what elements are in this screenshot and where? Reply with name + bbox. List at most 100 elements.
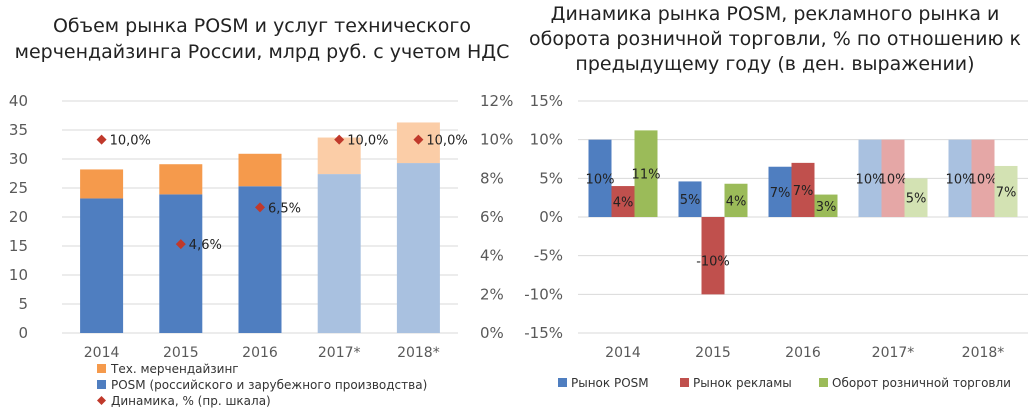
data-label: 10% xyxy=(586,172,615,187)
data-label: -10% xyxy=(696,255,730,270)
y-tick-label: 5 xyxy=(18,295,28,313)
y2-tick-label: 4% xyxy=(480,247,504,265)
legend-swatch-retail xyxy=(819,378,828,387)
left-legend: Тех. мерчендайзинг POSM (российского и з… xyxy=(97,362,427,408)
dynamics-marker xyxy=(175,239,186,250)
legend-label-posm: POSM (российского и зарубежного производ… xyxy=(111,378,427,392)
data-label: 5% xyxy=(680,193,701,208)
y-tick-label: 35 xyxy=(9,121,28,139)
bar-retail xyxy=(904,178,928,217)
right-chart: Динамика рынка POSM, рекламного рынка и … xyxy=(524,3,1028,390)
legend-label-dynamics: Динамика, % (пр. шкала) xyxy=(111,394,271,408)
y-tick-label: 30 xyxy=(9,150,28,168)
dynamics-marker xyxy=(96,134,107,145)
y-tick-label: 0% xyxy=(539,208,563,226)
bar-ads-market xyxy=(881,139,905,217)
y-tick-label: 25 xyxy=(9,179,28,197)
bar-retail xyxy=(724,183,748,217)
y-tick-label: -5% xyxy=(534,247,563,265)
data-label: 10% xyxy=(969,172,998,187)
y2-tick-label: 10% xyxy=(480,131,513,149)
bar-posm-market xyxy=(768,166,792,217)
bar-ads-market xyxy=(971,139,995,217)
left-chart-title-line-1: Объем рынка POSM и услуг технического xyxy=(53,15,471,37)
bar-posm xyxy=(396,163,440,333)
x-category-label: 2016 xyxy=(785,345,821,361)
right-legend: Рынок POSM Рынок рекламы Оборот рознично… xyxy=(558,376,1011,390)
right-bars: 10%4%11%5%-10%4%7% 7%3%10%10%5%10%10%7% xyxy=(586,130,1018,295)
x-category-label: 2016 xyxy=(242,345,278,361)
y2-tick-label: 2% xyxy=(480,285,504,303)
data-label: 4% xyxy=(613,196,634,211)
x-category-label: 2015 xyxy=(163,345,199,361)
dynamics-label: 10,0% xyxy=(347,134,388,149)
right-chart-title-line-3: предыдущему году (в ден. выражении) xyxy=(575,53,974,75)
y2-tick-label: 6% xyxy=(480,208,504,226)
y-tick-label: -15% xyxy=(524,324,563,342)
data-label: 3% xyxy=(816,200,837,215)
y-tick-label: 0 xyxy=(18,324,28,342)
bar-posm-market xyxy=(858,139,882,217)
bar-retail xyxy=(814,194,838,217)
data-label: 7% xyxy=(996,185,1017,200)
y-tick-label: 10 xyxy=(9,266,28,284)
right-y-axis: -15% -10% -5% 0% 5% 10% 15% xyxy=(524,92,563,342)
data-label: 10% xyxy=(879,172,908,187)
left-chart: Объем рынка POSM и услуг технического ме… xyxy=(9,15,513,408)
legend-swatch-posm-market xyxy=(558,378,567,387)
data-label: 5% xyxy=(906,192,927,207)
y-tick-label: 20 xyxy=(9,208,28,226)
x-category-label: 2014 xyxy=(605,345,641,361)
left-dynamics-markers: 10,0% 4,6% 6,5% 10,0% 10,0% xyxy=(96,134,468,253)
x-category-label: 2017* xyxy=(318,345,361,361)
right-chart-title-line-2: оборота розничной торговли, % по отношен… xyxy=(529,28,1021,50)
dynamics-marker xyxy=(255,202,265,213)
x-category-label: 2017* xyxy=(872,345,915,361)
data-label: 10% xyxy=(946,172,975,187)
legend-label-merch: Тех. мерчендайзинг xyxy=(110,362,239,376)
data-label: 7% xyxy=(793,184,814,199)
x-category-label: 2018* xyxy=(397,345,440,361)
data-label: 7% xyxy=(770,186,791,201)
bar-posm xyxy=(80,198,124,333)
legend-swatch-dynamics xyxy=(97,396,106,405)
y2-tick-label: 12% xyxy=(480,92,513,110)
bar-posm xyxy=(159,194,203,333)
data-label: 10% xyxy=(856,172,885,187)
y2-tick-label: 0% xyxy=(480,324,504,342)
bar-retail xyxy=(634,130,658,217)
bar-posm-market xyxy=(948,139,972,217)
legend-swatch-ads-market xyxy=(680,378,689,387)
x-category-label: 2018* xyxy=(962,345,1005,361)
y-tick-label: 5% xyxy=(539,169,563,187)
y-tick-label: 10% xyxy=(530,131,563,149)
legend-label-retail: Оборот розничной торговли xyxy=(832,376,1011,390)
bar-ads-market xyxy=(791,162,815,217)
bar-merch xyxy=(159,164,203,195)
data-label: 4% xyxy=(726,194,747,209)
left-x-axis: 2014 2015 2016 2017* 2018* xyxy=(84,345,440,361)
legend-label-ads-market: Рынок рекламы xyxy=(693,376,792,390)
dynamics-label: 4,6% xyxy=(189,238,222,253)
bar-merch xyxy=(238,153,282,187)
left-chart-title-line-2: мерчендайзинга России, млрд руб. с учето… xyxy=(15,41,510,63)
y-tick-label: 40 xyxy=(9,92,28,110)
y-tick-label: -10% xyxy=(524,285,563,303)
y-tick-label: 15 xyxy=(9,237,28,255)
dynamics-marker xyxy=(334,134,345,145)
dynamics-label: 10,0% xyxy=(426,134,467,149)
left-y2-axis: 0% 2% 4% 6% 8% 10% 12% xyxy=(480,92,513,342)
left-y-axis: 0 5 10 15 20 25 30 35 40 xyxy=(9,92,28,342)
bar-posm-market xyxy=(588,139,612,217)
y2-tick-label: 8% xyxy=(480,169,504,187)
left-bars xyxy=(80,122,440,333)
x-category-label: 2015 xyxy=(695,345,731,361)
y-tick-label: 15% xyxy=(530,92,563,110)
bar-retail xyxy=(994,165,1018,217)
legend-label-posm-market: Рынок POSM xyxy=(571,376,649,390)
dynamics-label: 6,5% xyxy=(268,201,301,216)
bar-posm-market xyxy=(678,181,702,217)
data-label: 11% xyxy=(632,168,661,183)
legend-swatch-merch xyxy=(97,364,106,373)
